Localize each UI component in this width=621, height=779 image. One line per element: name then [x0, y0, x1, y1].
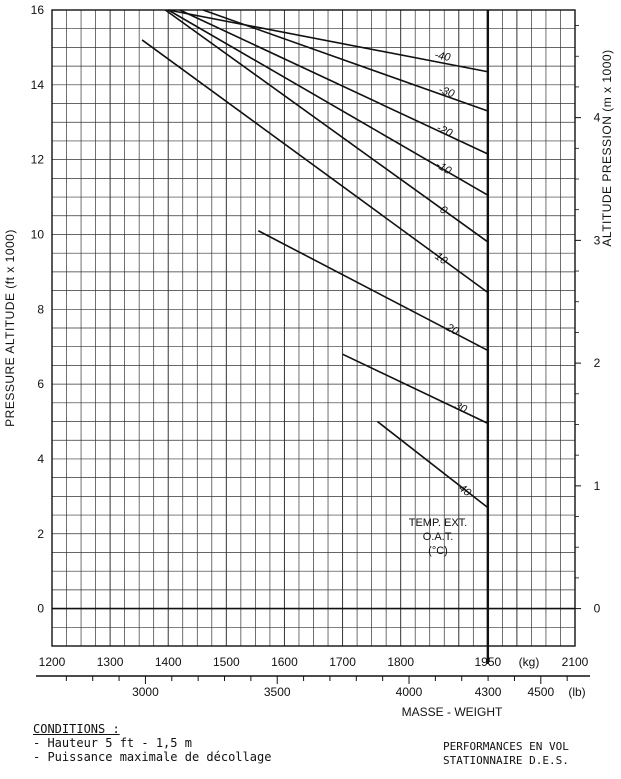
x-tick-label-kg: 1400	[155, 655, 182, 669]
y-tick-label-ft: 6	[37, 377, 44, 391]
oat-curve-label: 30	[452, 400, 469, 416]
legend-title-line-2: O.A.T.	[423, 531, 454, 543]
oat-curve--20	[179, 9, 489, 155]
oat-curve-label: -10	[433, 159, 454, 178]
x-tick-label-kg: 1300	[97, 655, 124, 669]
oat-curve-20	[257, 230, 489, 352]
x-tick-label-kg: 2100	[562, 655, 589, 669]
y-tick-label-ft: 0	[37, 602, 44, 616]
oat-curve-10	[141, 39, 489, 294]
y-tick-label-m: 3	[594, 233, 601, 247]
footer-caption: PERFORMANCES EN VOL STATIONNAIRE D.E.S.	[443, 740, 569, 768]
footer-line-1: PERFORMANCES EN VOL	[443, 740, 569, 753]
y-tick-label-ft: 16	[31, 3, 45, 17]
x-tick-label-lb: 4500	[527, 685, 554, 699]
x-tick-label-lb: 3500	[264, 685, 291, 699]
x-tick-label-lb: 4000	[396, 685, 423, 699]
footer-line-2: STATIONNAIRE D.E.S.	[443, 754, 569, 767]
x-tick-label-kg: 1200	[39, 655, 66, 669]
oat-curve-0	[164, 9, 489, 243]
oat-curve--40	[168, 9, 488, 73]
oat-curve-40	[376, 420, 489, 509]
condition-line-height: - Hauteur 5 ft - 1,5 m	[33, 736, 192, 750]
x-tick-label-lb: 3000	[132, 685, 159, 699]
x-tick-label-kg: 1700	[329, 655, 356, 669]
y-tick-label-m: 0	[594, 602, 601, 616]
chart-grid	[36, 9, 590, 684]
x-tick-label-lb: 4300	[475, 685, 502, 699]
x-tick-label-kg: 1500	[213, 655, 240, 669]
oat-curve-30	[342, 353, 489, 425]
x-tick-label-kg: 1600	[271, 655, 298, 669]
y-tick-label-ft: 4	[37, 452, 44, 466]
y-tick-label-ft: 12	[31, 153, 45, 167]
legend-title-line-3: (°C)	[428, 545, 448, 557]
y-tick-label-ft: 8	[37, 302, 44, 316]
x-axis-title: MASSE - WEIGHT	[402, 705, 503, 719]
conditions-title: CONDITIONS :	[33, 722, 120, 736]
condition-line-power: - Puissance maximale de décollage	[33, 750, 272, 764]
x-unit-lb: (lb)	[568, 685, 585, 699]
y-axis-title-m: ALTITUDE PRESSION (m x 1000)	[600, 49, 614, 246]
temperature-curves	[141, 9, 489, 509]
y-tick-label-ft: 2	[37, 527, 44, 541]
x-unit-kg: (kg)	[519, 655, 540, 669]
y-tick-label-m: 2	[594, 356, 601, 370]
legend-title-line-1: TEMP. EXT.	[409, 517, 467, 529]
oat-curve-label: 20	[443, 321, 461, 338]
oat-curve-label: -40	[433, 49, 452, 64]
x-tick-label-kg: 1800	[387, 655, 414, 669]
y-tick-label-m: 4	[594, 111, 601, 125]
conditions-block: CONDITIONS : - Hauteur 5 ft - 1,5 m - Pu…	[33, 722, 271, 764]
oat-curve--30	[202, 9, 489, 112]
x-tick-label-kg: 1950	[474, 655, 501, 669]
oat-curve--10	[167, 9, 489, 196]
y-tick-label-m: 1	[594, 479, 601, 493]
oat-curve-label: -30	[437, 84, 457, 101]
y-tick-label-ft: 14	[31, 78, 45, 92]
y-tick-label-ft: 10	[31, 227, 45, 241]
y-axis-title-ft: PRESSURE ALTITUDE (ft x 1000)	[3, 229, 17, 427]
plot-frame	[51, 9, 576, 647]
